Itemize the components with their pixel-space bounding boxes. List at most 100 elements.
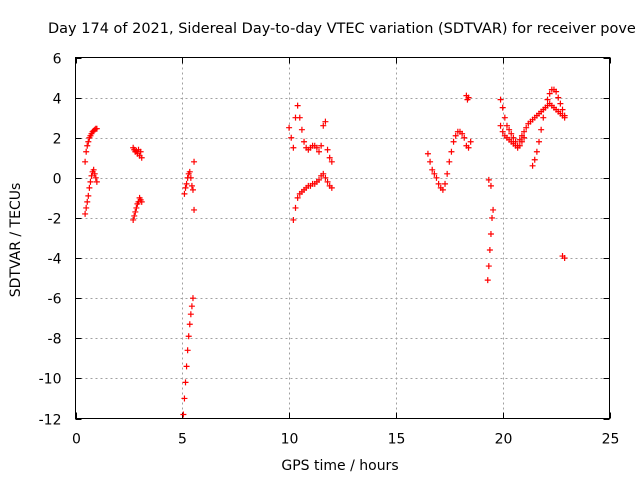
y-tick-label: -2 <box>48 212 62 228</box>
data-point <box>424 150 431 157</box>
data-point <box>546 90 553 97</box>
data-point <box>320 170 327 177</box>
data-point <box>452 132 459 139</box>
data-point <box>133 204 140 211</box>
series-arc-5 <box>424 128 474 193</box>
data-point <box>540 114 547 121</box>
data-point <box>181 395 188 402</box>
x-tick-label: 25 <box>602 432 620 448</box>
data-point <box>189 295 196 302</box>
series-arc-7b <box>497 122 528 151</box>
data-point <box>188 303 195 310</box>
data-point <box>132 208 139 215</box>
data-point <box>523 124 530 131</box>
data-point <box>467 138 474 145</box>
data-point <box>561 112 568 119</box>
data-point <box>510 134 517 141</box>
data-point <box>187 174 194 181</box>
data-point <box>288 134 295 141</box>
data-point <box>531 156 538 163</box>
data-point <box>516 142 523 149</box>
data-point <box>184 347 191 354</box>
x-tick-label: 5 <box>178 432 187 448</box>
series-arc-4b <box>290 170 335 223</box>
data-point <box>536 138 543 145</box>
data-point <box>553 88 560 95</box>
data-point <box>189 186 196 193</box>
data-point <box>93 178 100 185</box>
data-point <box>182 184 189 191</box>
data-point <box>187 311 194 318</box>
series-arc-2a <box>130 144 145 161</box>
data-point <box>501 114 508 121</box>
data-point <box>320 122 327 129</box>
series-arc-7c <box>529 86 568 169</box>
plot-frame <box>75 57 610 419</box>
x-tick-label: 20 <box>495 432 513 448</box>
data-point <box>518 138 525 145</box>
data-point <box>328 158 335 165</box>
points-layer <box>82 86 568 418</box>
data-point <box>521 128 528 135</box>
data-point <box>90 166 97 173</box>
data-point <box>316 176 323 183</box>
data-point <box>84 142 91 149</box>
data-point <box>427 158 434 165</box>
data-point <box>324 146 331 153</box>
y-tick-label: -10 <box>39 372 62 388</box>
series-arc-3c <box>180 295 196 418</box>
data-point <box>292 204 299 211</box>
data-point <box>486 247 493 254</box>
data-point <box>301 138 308 145</box>
data-point <box>138 198 145 205</box>
x-tick-label: 15 <box>388 432 406 448</box>
series-arc-7d <box>559 253 568 262</box>
data-point <box>130 216 137 223</box>
series-arc-3a <box>181 158 198 197</box>
data-point <box>183 180 190 187</box>
data-point <box>461 134 468 141</box>
data-point <box>87 178 94 185</box>
x-tick-label: 10 <box>281 432 299 448</box>
data-point <box>559 106 566 113</box>
data-point <box>435 180 442 187</box>
data-point <box>183 363 190 370</box>
data-point <box>191 158 198 165</box>
data-point <box>521 134 528 141</box>
y-tick-label: 0 <box>53 172 62 188</box>
data-point <box>499 128 506 135</box>
data-point <box>85 192 92 199</box>
data-point <box>318 142 325 149</box>
data-point <box>191 206 198 213</box>
data-point <box>182 379 189 386</box>
series-arc-7 <box>497 96 568 149</box>
y-tick-label: 4 <box>53 92 62 108</box>
data-point <box>484 277 491 284</box>
data-point <box>88 172 95 179</box>
data-point <box>529 162 536 169</box>
data-point <box>450 138 457 145</box>
data-point <box>137 148 144 155</box>
data-point <box>185 333 192 340</box>
data-point <box>93 125 100 132</box>
data-point <box>503 122 510 129</box>
data-point <box>429 166 436 173</box>
y-tick-label: -12 <box>39 413 62 429</box>
data-point <box>533 148 540 155</box>
data-point <box>485 263 492 270</box>
data-point <box>442 180 449 187</box>
data-point <box>499 104 506 111</box>
data-point <box>506 126 513 133</box>
x-tick-label: 0 <box>72 432 81 448</box>
data-point <box>290 144 297 151</box>
data-point <box>84 198 91 205</box>
data-point <box>91 170 98 177</box>
data-point <box>92 174 99 181</box>
series-arc-6 <box>484 206 497 284</box>
data-point <box>444 170 451 177</box>
data-point <box>497 122 504 129</box>
series-arc-1b <box>82 166 100 217</box>
y-tick-label: 6 <box>53 52 62 68</box>
